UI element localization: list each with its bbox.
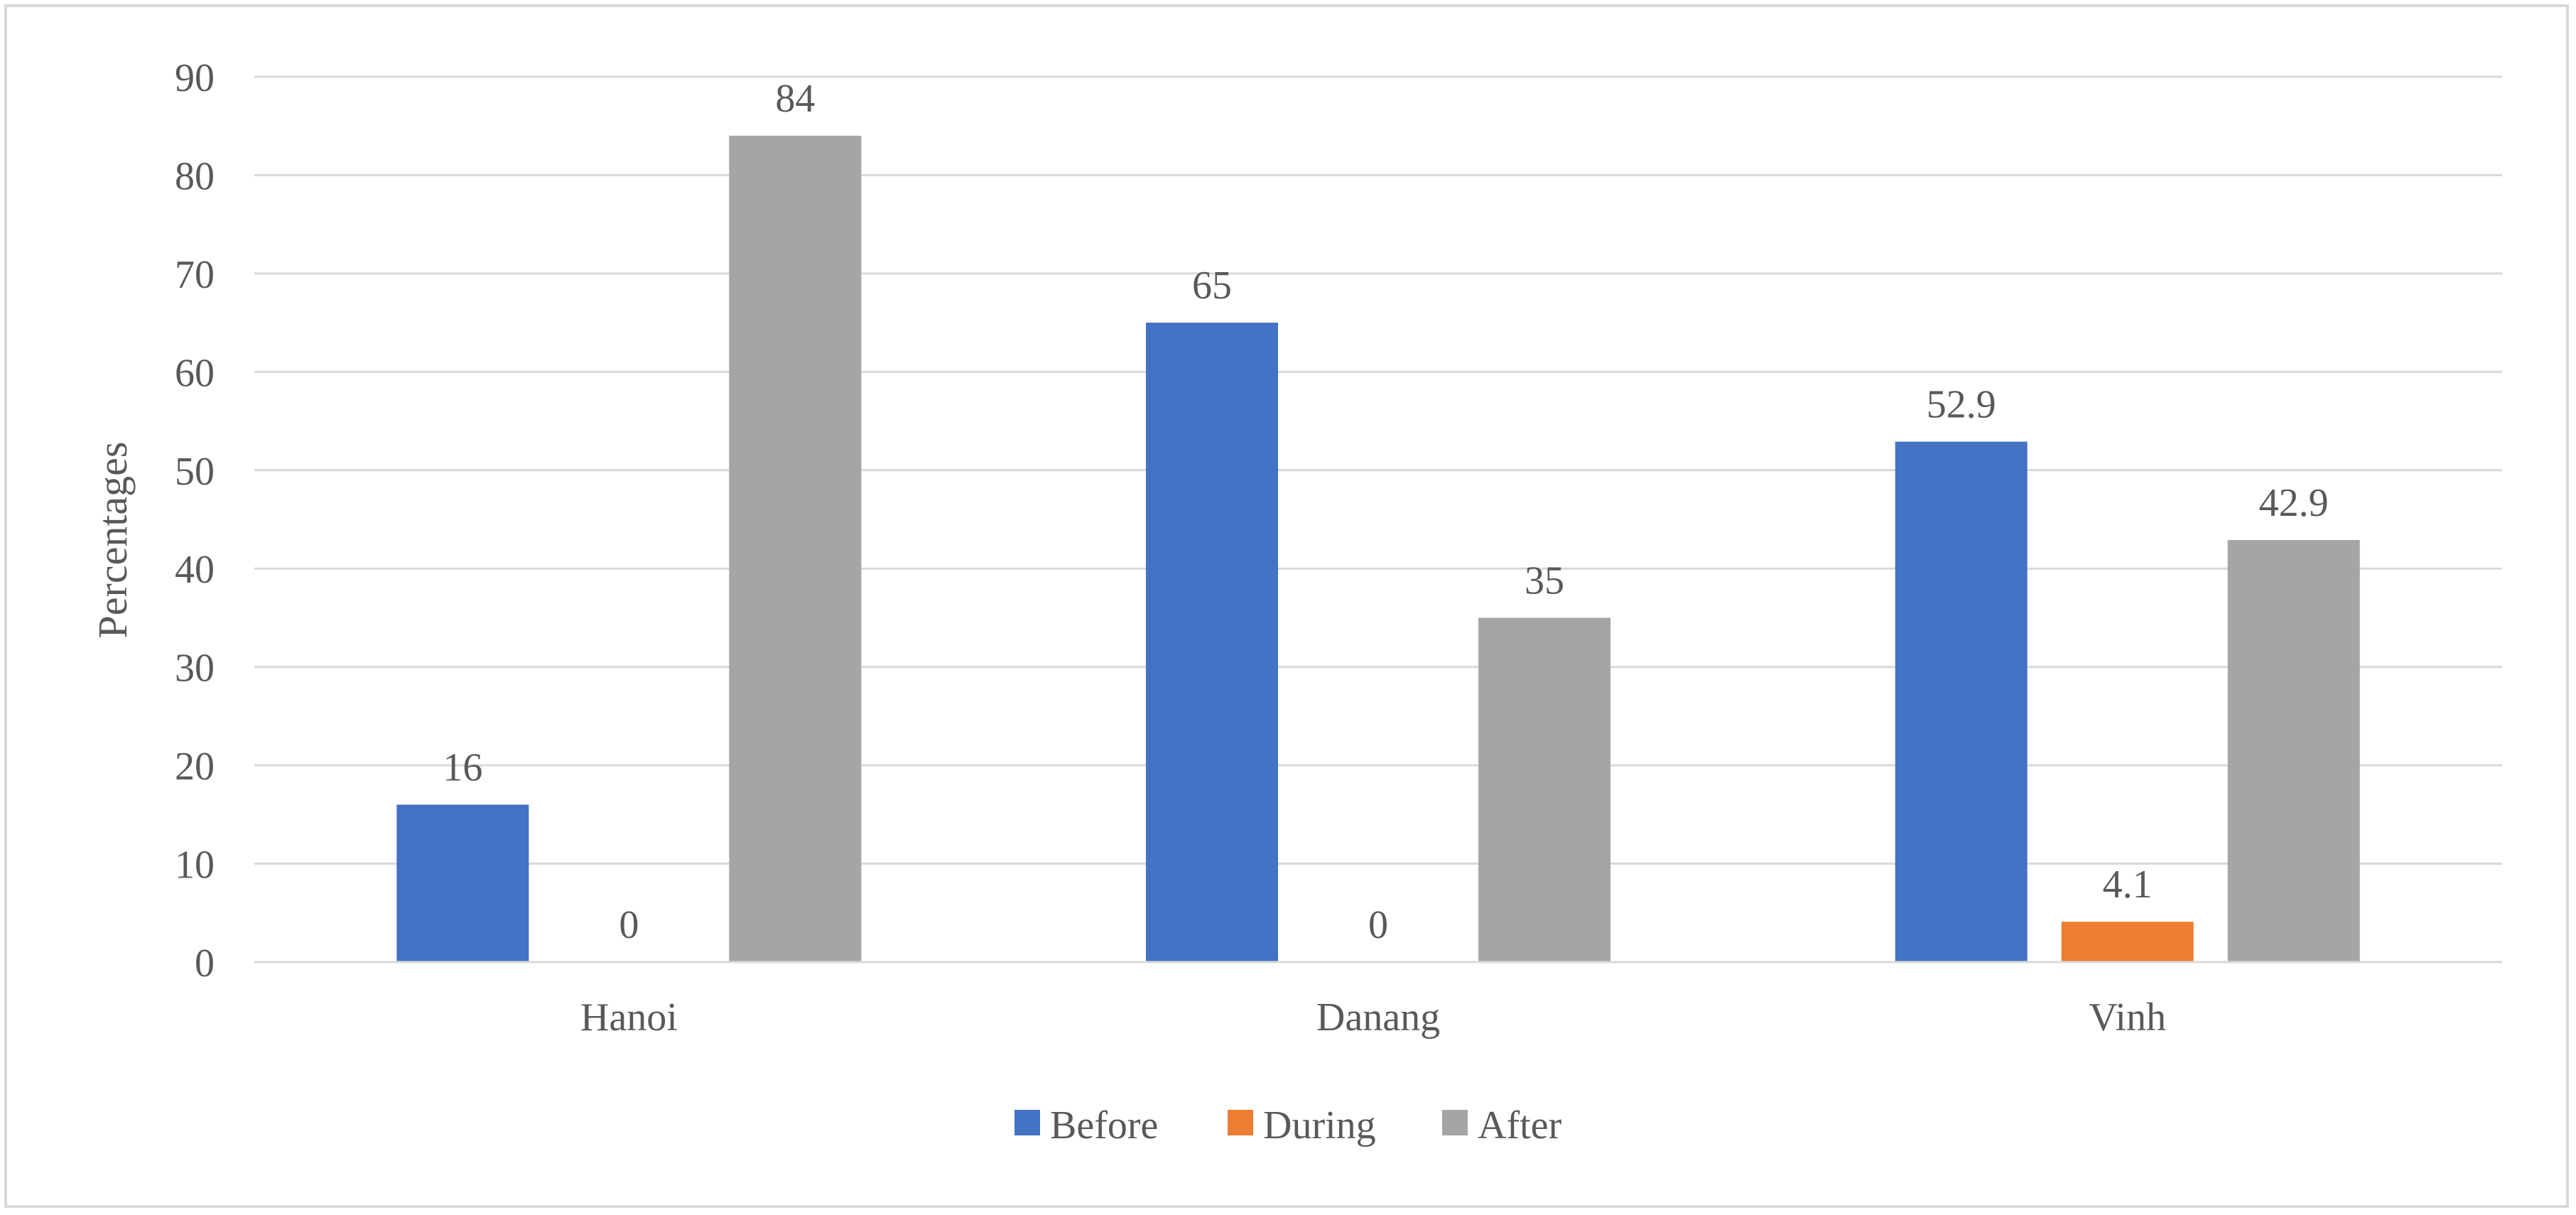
y-tick-label: 30	[175, 647, 215, 691]
legend-label-after: After	[1478, 1103, 1562, 1148]
legend-swatch-before	[1014, 1110, 1040, 1135]
x-axis-ticks: Hanoi Danang Vinh	[580, 995, 2166, 1040]
y-tick-label: 60	[175, 351, 215, 395]
data-label: 0	[619, 903, 639, 947]
legend-label-before: Before	[1050, 1103, 1158, 1148]
y-tick-label: 20	[175, 745, 215, 789]
x-tick-label: Vinh	[2089, 995, 2166, 1040]
bar-after-vinh	[2227, 540, 2360, 962]
chart-frame	[4, 4, 2569, 1208]
y-axis-title: Percentages	[90, 442, 136, 639]
legend-swatch-during	[1228, 1110, 1253, 1135]
data-labels: 16 0 84 65 0 35 52.9 4.1 42.9	[443, 77, 2328, 947]
data-label: 65	[1192, 264, 1232, 308]
gridlines	[254, 75, 2502, 865]
data-label: 42.9	[2259, 481, 2329, 525]
y-tick-label: 50	[175, 450, 215, 494]
legend: Before During After	[1014, 1103, 1562, 1148]
bar-before-danang	[1146, 323, 1278, 963]
data-label: 52.9	[1927, 383, 1996, 427]
legend-label-during: During	[1263, 1103, 1376, 1148]
data-label: 0	[1368, 903, 1388, 947]
x-tick-label: Danang	[1316, 995, 1440, 1040]
bars	[396, 136, 2360, 963]
bar-before-hanoi	[396, 804, 529, 962]
y-tick-label: 90	[175, 56, 215, 100]
x-tick-label: Hanoi	[580, 995, 678, 1040]
y-tick-label: 70	[175, 253, 215, 297]
y-axis-ticks: 0 10 20 30 40 50 60 70 80 90	[175, 56, 215, 986]
data-label: 4.1	[2103, 863, 2153, 907]
bar-before-vinh	[1895, 441, 2028, 962]
data-label: 84	[775, 77, 815, 121]
y-tick-label: 40	[175, 548, 215, 592]
bar-after-danang	[1478, 617, 1611, 962]
y-tick-label: 10	[175, 843, 215, 887]
y-tick-label: 0	[195, 941, 215, 986]
bar-during-vinh	[2061, 922, 2194, 962]
bar-after-hanoi	[729, 136, 862, 963]
y-tick-label: 80	[175, 154, 215, 198]
data-label: 35	[1525, 558, 1564, 603]
data-label: 16	[443, 745, 482, 789]
legend-swatch-after	[1442, 1110, 1468, 1135]
